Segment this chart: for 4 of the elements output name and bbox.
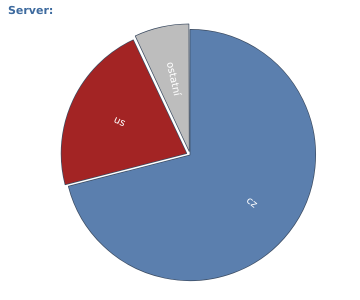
slice-label: cz <box>244 195 260 210</box>
chart-title: Server: <box>8 4 54 17</box>
slice-label: ostatní <box>164 60 182 98</box>
slice-label: us <box>112 114 128 130</box>
